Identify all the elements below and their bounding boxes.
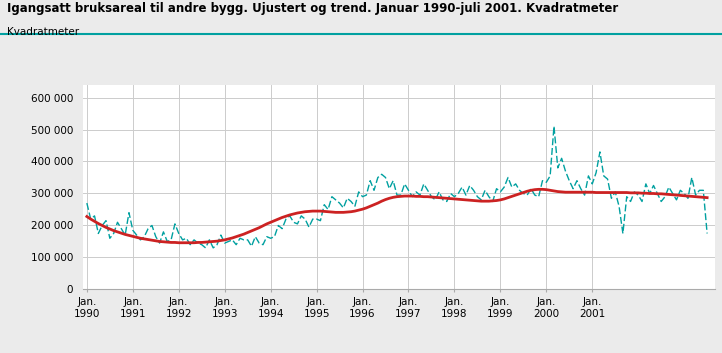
Text: Igangsatt bruksareal til andre bygg. Ujustert og trend. Januar 1990-juli 2001. K: Igangsatt bruksareal til andre bygg. Uju… xyxy=(7,2,619,15)
Text: Kvadratmeter: Kvadratmeter xyxy=(7,27,79,37)
